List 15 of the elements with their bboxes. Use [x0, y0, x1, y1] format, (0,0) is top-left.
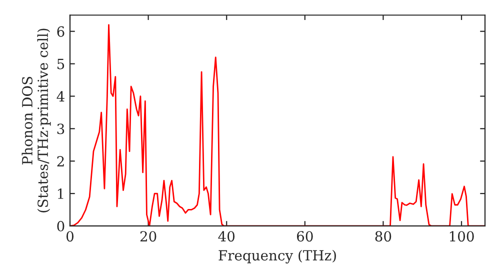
- y-tick-label: 4: [56, 91, 64, 102]
- x-tick-label: 20: [140, 231, 156, 242]
- y-tick-label: 1: [58, 188, 64, 199]
- x-axis-title: Frequency (THz): [218, 250, 336, 264]
- x-tick-label: 0: [66, 231, 74, 242]
- x-tick-label: 60: [297, 231, 313, 242]
- y-tick-label: 0: [57, 220, 64, 232]
- y-tick-label: 6: [57, 26, 64, 37]
- y-tick-label: 2: [57, 156, 64, 166]
- x-tick-label: 40: [218, 231, 235, 242]
- x-tick-label: 80: [375, 231, 392, 242]
- y-axis-title: Phonon DOS (States/THz·primitive cell): [22, 28, 51, 212]
- y-tick-label: 3: [57, 124, 64, 134]
- x-tick-label: 100: [450, 231, 474, 242]
- y-tick-label: 5: [57, 58, 64, 70]
